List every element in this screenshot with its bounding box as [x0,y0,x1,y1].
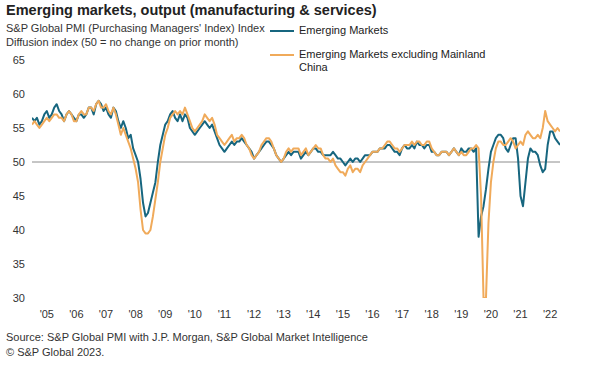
x-tick-label: '21 [513,308,527,320]
x-tick-label: '12 [247,308,261,320]
x-tick-label: '19 [454,308,468,320]
y-tick-label: 65 [13,54,25,66]
legend-label: Emerging Markets [299,24,494,37]
x-tick-label: '22 [543,308,557,320]
x-tick-label: '15 [336,308,350,320]
title: Emerging markets, output (manufacturing … [6,2,377,18]
y-tick-label: 35 [13,258,25,270]
x-tick-label: '16 [365,308,379,320]
subtitle: Diffusion index (50 = no change on prior… [6,36,238,48]
legend-label: Emerging Markets excluding Mainland Chin… [299,48,494,74]
plot-lines [32,101,560,298]
x-tick-label: '07 [99,308,113,320]
y-tick-label: 60 [13,88,25,100]
x-tick-label: '05 [40,308,54,320]
source-note: Source: S&P Global PMI with J.P. Morgan,… [6,331,368,343]
x-tick-label: '06 [69,308,83,320]
y-tick-label: 30 [13,292,25,304]
series-line [32,101,560,298]
legend-item: Emerging Markets excluding Mainland Chin… [270,48,494,74]
x-tick-label: '09 [158,308,172,320]
reference-line [32,162,560,163]
chart-svg: Emerging markets, output (manufacturing … [0,0,593,369]
legend-item: Emerging Markets [270,24,494,37]
y-tick-label: 55 [13,122,25,134]
x-tick-label: '17 [395,308,409,320]
y-tick-label: 45 [13,190,25,202]
chart-container: Emerging markets, output (manufacturing … [0,0,593,369]
subtitle: S&P Global PMI (Purchasing Managers' Ind… [6,22,265,34]
x-tick-label: '13 [276,308,290,320]
legend-swatch [270,54,294,56]
y-tick-label: 50 [13,156,25,168]
y-tick-label: 40 [13,224,25,236]
x-tick-label: '20 [484,308,498,320]
x-tick-label: '14 [306,308,320,320]
x-tick-label: '11 [218,308,232,320]
source-note: © S&P Global 2023. [6,346,104,358]
x-tick-label: '18 [425,308,439,320]
legend-swatch [270,30,294,32]
x-tick-label: '10 [188,308,202,320]
x-tick-label: '08 [128,308,142,320]
